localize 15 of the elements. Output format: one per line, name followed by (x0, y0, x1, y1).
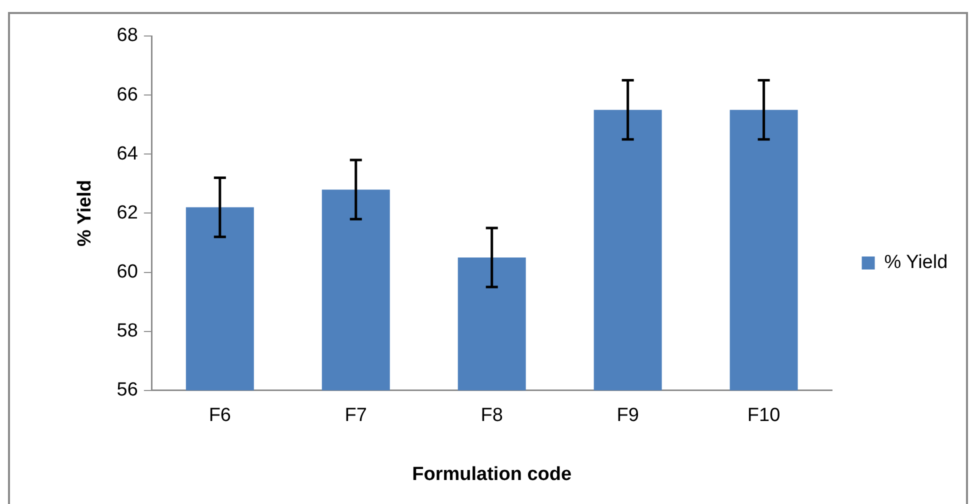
y-tick-label: 60 (116, 262, 138, 282)
legend-label: % Yield (884, 252, 948, 274)
y-tick-label: 62 (116, 202, 138, 224)
x-tick-label: F8 (480, 405, 503, 426)
y-tick-label: 56 (116, 380, 138, 401)
y-tick-label: 64 (116, 143, 138, 164)
y-tick-label: 68 (116, 25, 138, 46)
x-tick-label: F9 (616, 405, 639, 426)
x-tick-label: F6 (208, 405, 232, 426)
y-axis-title: % Yield (74, 180, 96, 246)
x-tick-label: F10 (747, 405, 780, 426)
x-axis-title: Formulation code (412, 464, 572, 485)
x-tick-label: F7 (344, 405, 367, 426)
y-tick-label: 58 (116, 320, 138, 342)
y-tick-label: 66 (116, 84, 138, 106)
